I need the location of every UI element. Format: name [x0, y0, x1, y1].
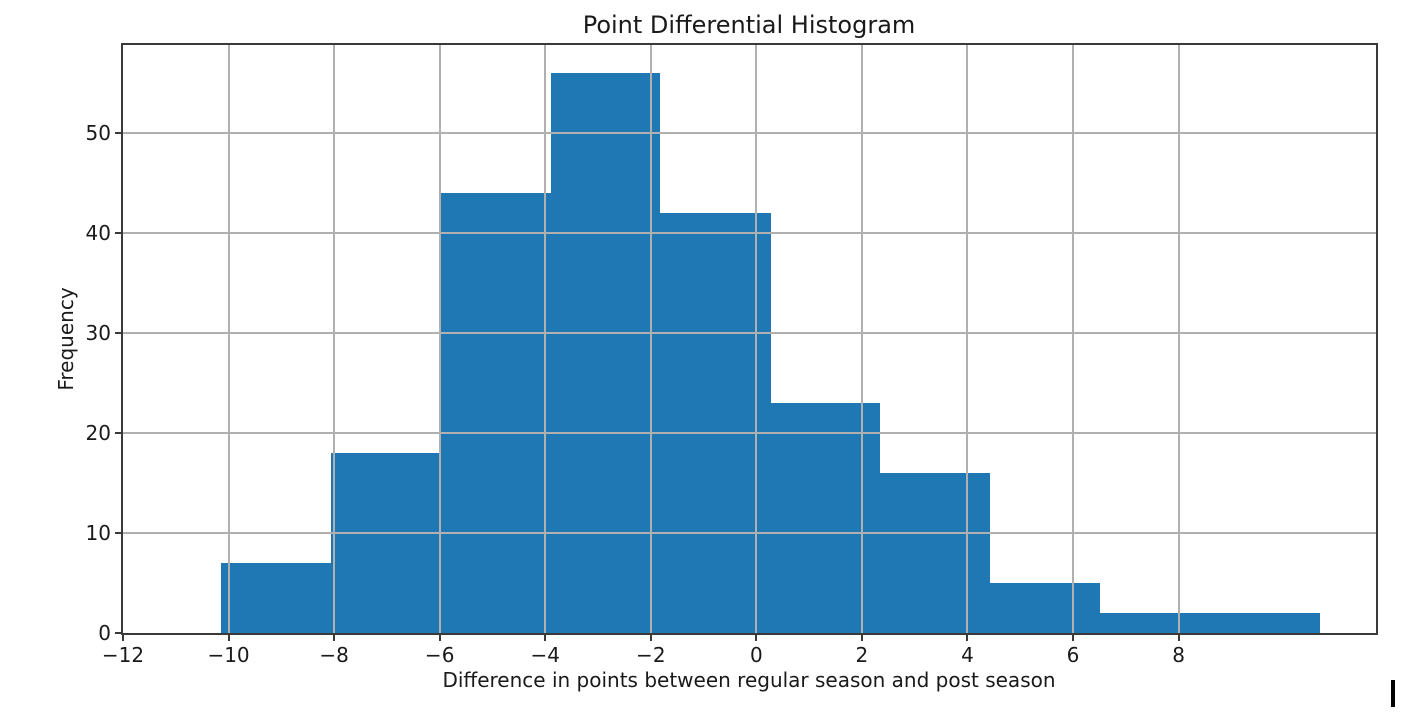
y-tick-label: 20: [85, 421, 111, 445]
text-cursor-artifact: [1391, 680, 1395, 707]
plot-area: [121, 43, 1378, 635]
histogram-bar: [660, 213, 771, 633]
histogram-bar: [770, 403, 881, 633]
x-axis-label: Difference in points between regular sea…: [442, 668, 1056, 692]
horizontal-gridline: [123, 232, 1376, 234]
x-tick-label: 2: [855, 643, 869, 667]
histogram-bar: [550, 73, 661, 633]
x-tick-label: −4: [530, 643, 560, 667]
x-tick-label: 4: [961, 643, 974, 667]
vertical-gridline: [1177, 45, 1180, 633]
x-tick-mark: [1072, 635, 1075, 641]
vertical-gridline: [860, 45, 863, 633]
vertical-gridline: [227, 45, 230, 633]
vertical-gridline: [438, 45, 441, 633]
x-tick-label: −2: [636, 643, 666, 667]
x-tick-mark: [544, 635, 547, 641]
x-tick-mark: [333, 635, 336, 641]
horizontal-gridline: [123, 532, 1376, 534]
x-tick-label: 0: [749, 643, 763, 667]
vertical-gridline: [649, 45, 652, 633]
histogram-bar: [1209, 613, 1321, 633]
x-tick-mark: [755, 635, 758, 641]
y-tick-mark: [115, 532, 121, 534]
histogram-bar: [221, 563, 331, 633]
x-tick-mark: [966, 635, 969, 641]
x-tick-label: −8: [319, 643, 349, 667]
vertical-gridline: [755, 45, 758, 633]
vertical-gridline: [1072, 45, 1075, 633]
x-tick-mark: [227, 635, 230, 641]
x-tick-label: −10: [207, 643, 250, 667]
y-tick-mark: [115, 132, 121, 134]
horizontal-gridline: [123, 332, 1376, 334]
x-tick-label: 8: [1172, 643, 1185, 667]
y-tick-label: 30: [85, 321, 111, 345]
y-tick-mark: [115, 332, 121, 334]
histogram-bar: [1099, 613, 1210, 633]
y-tick-mark: [115, 232, 121, 234]
x-tick-label: −6: [424, 643, 455, 667]
histogram-bar: [440, 193, 551, 633]
histogram-bar: [330, 453, 441, 633]
y-tick-label: 10: [85, 521, 111, 545]
x-tick-label: 6: [1066, 643, 1080, 667]
y-axis-label: Frequency: [54, 287, 78, 391]
histogram-bar: [880, 473, 991, 633]
vertical-gridline: [333, 45, 336, 633]
x-tick-mark: [122, 635, 124, 641]
y-tick-label: 50: [85, 121, 111, 145]
horizontal-gridline: [123, 132, 1376, 134]
x-tick-mark: [438, 635, 441, 641]
y-tick-mark: [115, 632, 121, 634]
chart-title: Point Differential Histogram: [582, 11, 916, 39]
x-tick-mark: [1177, 635, 1180, 641]
y-tick-label: 0: [98, 621, 111, 645]
vertical-gridline: [966, 45, 969, 633]
x-tick-mark: [860, 635, 863, 641]
y-tick-mark: [115, 432, 121, 434]
horizontal-gridline: [123, 432, 1376, 434]
x-tick-label: −12: [101, 643, 145, 667]
x-tick-mark: [649, 635, 652, 641]
vertical-gridline: [544, 45, 547, 633]
y-tick-label: 40: [85, 221, 111, 245]
histogram-bar: [990, 583, 1100, 633]
